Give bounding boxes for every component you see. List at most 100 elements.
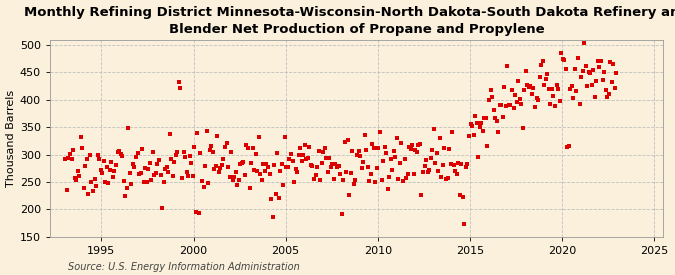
Point [201, 128, 212, 133]
Point [307, 164, 318, 168]
Point [514, 97, 525, 101]
Point [385, 157, 396, 161]
Point [531, 96, 542, 100]
Point [367, 142, 378, 146]
Point [393, 177, 404, 181]
Point [66, 157, 77, 161]
Point [155, 173, 166, 177]
Point [519, 88, 530, 92]
Point [100, 180, 111, 185]
Point [301, 156, 312, 161]
Point [319, 145, 330, 150]
Point [217, 163, 227, 167]
Point [177, 176, 188, 180]
Point [172, 150, 183, 154]
Point [335, 172, 346, 177]
Point [439, 145, 450, 150]
Point [183, 174, 194, 178]
Point [566, 84, 577, 89]
Point [610, 86, 620, 91]
Point [520, 69, 531, 73]
Point [72, 169, 83, 173]
Point [82, 156, 92, 161]
Point [510, 93, 520, 97]
Point [275, 169, 286, 174]
Point [336, 212, 347, 217]
Point [447, 130, 458, 134]
Point [582, 84, 593, 88]
Point [74, 174, 84, 178]
Point [250, 152, 261, 156]
Point [249, 167, 260, 172]
Point [302, 156, 313, 160]
Point [543, 86, 554, 91]
Point [459, 221, 470, 226]
Point [118, 179, 129, 183]
Point [407, 142, 418, 147]
Point [595, 59, 606, 63]
Point [399, 156, 410, 161]
Point [178, 150, 189, 154]
Point [513, 79, 524, 83]
Point [369, 145, 379, 150]
Point [395, 161, 406, 166]
Point [453, 161, 464, 165]
Point [539, 83, 549, 87]
Point [194, 211, 205, 216]
Point [429, 126, 439, 131]
Point [298, 153, 308, 157]
Point [504, 103, 514, 108]
Point [465, 121, 476, 126]
Point [359, 133, 370, 137]
Point [448, 163, 459, 167]
Point [508, 106, 519, 111]
Point [472, 155, 483, 159]
Point [269, 163, 279, 167]
Point [464, 134, 475, 138]
Point [578, 41, 589, 46]
Point [436, 175, 447, 179]
Point [223, 164, 234, 169]
Point [338, 178, 348, 183]
Point [195, 151, 206, 155]
Point [379, 145, 390, 150]
Point [528, 86, 539, 90]
Point [452, 172, 462, 177]
Point [160, 167, 171, 172]
Point [371, 166, 382, 170]
Point [346, 171, 356, 175]
Point [60, 157, 71, 162]
Point [454, 193, 465, 197]
Point [458, 194, 468, 199]
Point [111, 163, 122, 167]
Point [571, 89, 582, 93]
Point [78, 186, 89, 190]
Point [138, 179, 149, 184]
Point [89, 176, 100, 181]
Point [84, 153, 95, 157]
Point [599, 70, 610, 74]
Point [122, 185, 132, 190]
Point [267, 215, 278, 219]
Point [344, 193, 354, 197]
Point [63, 156, 74, 160]
Point [442, 175, 453, 180]
Point [516, 102, 526, 106]
Point [577, 69, 588, 73]
Point [477, 129, 488, 133]
Point [225, 150, 236, 154]
Point [147, 150, 158, 154]
Point [134, 172, 144, 176]
Point [541, 77, 551, 82]
Point [404, 145, 414, 150]
Point [405, 147, 416, 151]
Point [413, 142, 424, 147]
Point [129, 165, 140, 169]
Point [323, 170, 333, 174]
Point [234, 178, 244, 182]
Point [296, 159, 307, 163]
Point [128, 162, 138, 166]
Point [69, 176, 80, 180]
Point [152, 162, 163, 166]
Point [235, 162, 246, 166]
